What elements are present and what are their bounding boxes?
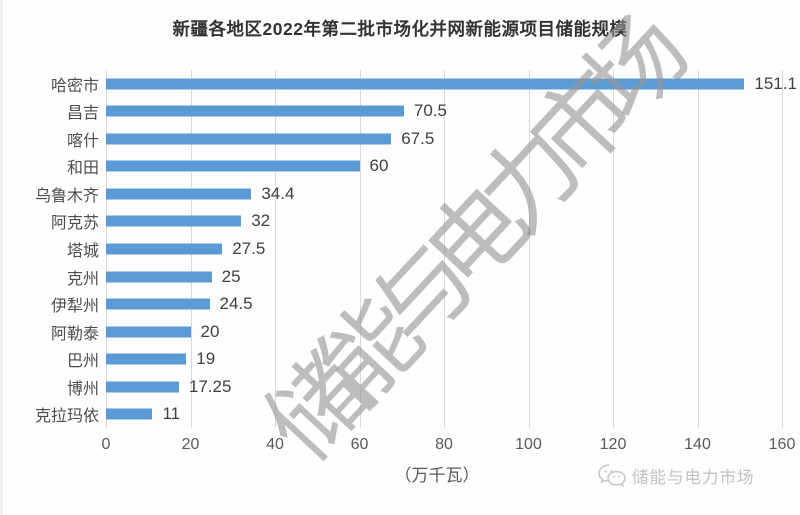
category-label: 哈密市 [50, 77, 99, 95]
bar-value-label: 24.5 [219, 294, 253, 314]
x-tick-label: 160 [768, 436, 796, 453]
bar [106, 298, 210, 310]
footer-brand: 储能与电力市场 [597, 463, 755, 489]
gridline [275, 70, 276, 428]
bar-value-label: 25 [221, 266, 241, 286]
category-label: 喀什 [66, 132, 99, 150]
category-label: 阿勒泰 [50, 325, 99, 343]
category-label: 和田 [66, 160, 99, 178]
x-tick-label: 20 [181, 436, 200, 453]
bar-value-label: 17.25 [188, 376, 232, 396]
bar [106, 271, 212, 283]
category-label: 乌鲁木齐 [34, 187, 99, 205]
bar [106, 215, 242, 227]
bar [106, 353, 187, 365]
gridline [613, 70, 614, 428]
bar-value-label: 20 [200, 321, 220, 341]
bar [106, 408, 153, 420]
bar-value-label: 34.4 [261, 183, 295, 203]
bar [106, 160, 360, 172]
bar-value-label: 27.5 [232, 238, 266, 258]
bar-row: 17.25 [106, 373, 782, 401]
bar-row: 151.1 [106, 70, 797, 98]
bar-row: 60 [106, 153, 782, 181]
bar-value-label: 32 [251, 211, 271, 231]
bar-row: 70.5 [106, 98, 782, 126]
category-label: 克州 [66, 270, 99, 288]
left-edge-shade [0, 0, 3, 515]
gridline [444, 70, 445, 428]
bar [106, 133, 392, 145]
x-tick-label: 100 [515, 436, 542, 453]
bar-value-label: 11 [162, 404, 181, 424]
category-label: 博州 [66, 380, 99, 398]
category-label: 巴州 [66, 353, 99, 371]
category-label: 昌吉 [66, 105, 99, 123]
bar [106, 188, 252, 200]
bar-value-label: 19 [196, 349, 216, 369]
bar-row: 34.4 [106, 180, 782, 208]
bar-row: 27.5 [106, 235, 782, 263]
bar [106, 326, 191, 338]
bar-value-label: 60 [369, 156, 389, 176]
x-axis: 0 20 40 60 80 100 120 140 160 [102, 436, 796, 456]
category-label: 塔城 [66, 242, 99, 260]
bar-value-label: 151.1 [754, 73, 797, 93]
gridline [697, 70, 699, 428]
x-tick-label: 0 [101, 436, 111, 453]
x-tick-label: 120 [599, 436, 627, 453]
x-tick-label: 40 [266, 436, 284, 453]
category-label: 克拉玛依 [34, 408, 99, 426]
category-label: 阿克苏 [50, 215, 99, 233]
bar-row: 19 [106, 345, 782, 373]
category-axis: 哈密市昌吉喀什和田乌鲁木齐阿克苏塔城克州伊犁州阿勒泰巴州博州克拉玛依 [0, 70, 99, 428]
x-tick-label: 60 [350, 436, 369, 453]
x-axis-unit-label: （万千瓦） [394, 466, 480, 485]
bar [106, 381, 179, 393]
bar-row: 25 [106, 263, 782, 291]
bar [106, 243, 223, 255]
bar [106, 105, 404, 117]
bar-row: 32 [106, 208, 782, 236]
wechat-icon [597, 463, 627, 489]
bar [106, 78, 745, 90]
bar-value-label: 67.5 [401, 128, 435, 148]
bar-row: 24.5 [106, 290, 782, 318]
gridline [359, 70, 361, 428]
bar-row: 67.5 [106, 125, 782, 153]
gridline [528, 70, 530, 428]
x-tick-label: 80 [435, 436, 453, 453]
bar-row: 11 [106, 400, 782, 428]
footer-brand-text: 储能与电力市场 [632, 469, 755, 487]
bar-row: 20 [106, 318, 782, 346]
x-tick-label: 140 [684, 436, 711, 453]
bar-value-label: 70.5 [413, 101, 447, 121]
chart-title: 新疆各地区2022年第二批市场化并网新能源项目储能规模 [172, 19, 628, 39]
category-label: 伊犁州 [50, 298, 99, 316]
plot-area: 151.1 70.5 67.5 60 34.4 32 27.5 25 24.5 20 19 17.25… [106, 70, 797, 428]
gridline [782, 70, 783, 428]
